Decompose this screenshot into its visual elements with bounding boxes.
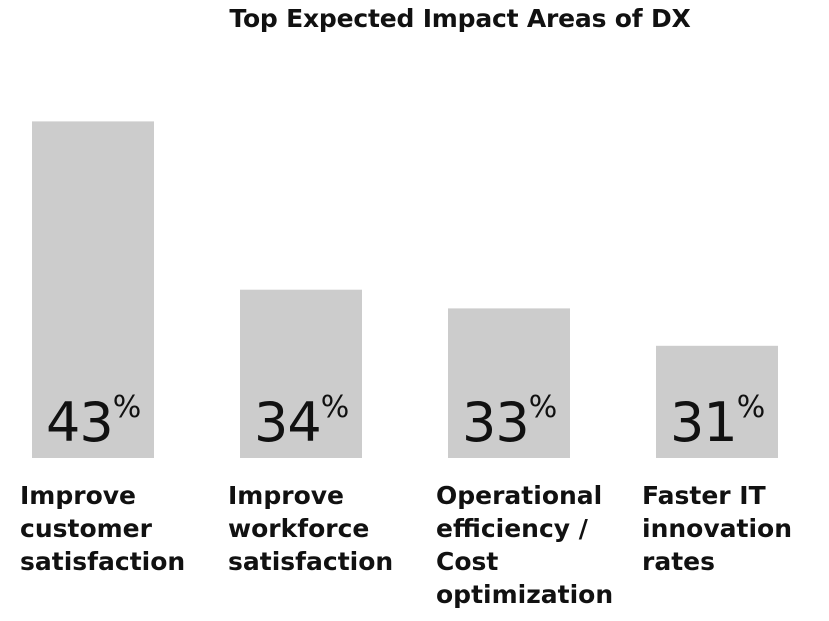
category-label-line: optimization — [436, 580, 614, 609]
category-label-4: Faster IT innovation rates — [642, 479, 792, 578]
category-label-line: rates — [642, 547, 715, 576]
chart-title: Top Expected Impact Areas of DX — [229, 4, 691, 33]
category-label-3: Operational efficiency / Cost optimization — [436, 479, 613, 611]
value-label-1: 43% — [46, 390, 141, 454]
category-label-line: efficiency / — [436, 514, 588, 543]
category-label-line: satisfaction — [228, 547, 394, 576]
category-label-line: workforce — [228, 514, 370, 543]
category-label-2: Improve workforce satisfaction — [228, 479, 393, 578]
category-label-line: satisfaction — [20, 547, 186, 576]
bar-3 — [448, 308, 570, 458]
category-label-line: Improve — [228, 481, 345, 510]
category-label-1: Improve customer satisfaction — [20, 479, 185, 578]
value-label-4: 31% — [670, 390, 765, 454]
category-label-line: Improve — [20, 481, 137, 510]
bar-1 — [32, 121, 154, 459]
category-label-line: innovation — [642, 514, 792, 543]
value-label-3: 33% — [462, 390, 557, 454]
bar-2 — [240, 289, 362, 458]
category-label-line: Operational — [436, 481, 603, 510]
value-label-2: 34% — [254, 390, 349, 454]
category-label-line: Faster IT — [642, 481, 766, 510]
category-label-line: customer — [20, 514, 152, 543]
bar-4 — [656, 345, 778, 458]
category-label-line: Cost — [436, 547, 499, 576]
